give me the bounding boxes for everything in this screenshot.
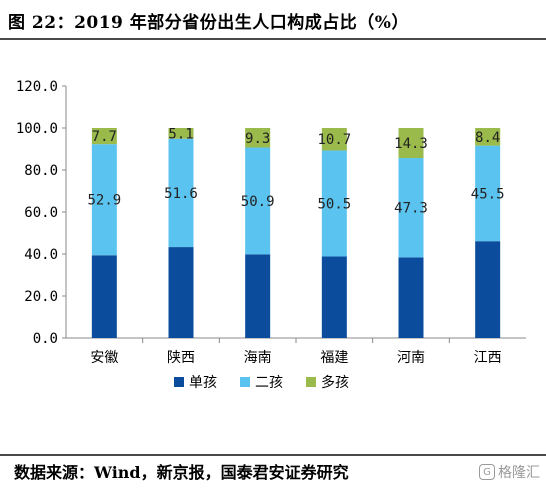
bar-segment-多孩 [91,128,117,145]
data-label: 7.7 [92,129,117,145]
x-tick-label: 福建 [320,350,348,366]
legend-label: 二孩 [255,375,283,391]
bar-segment-多孩 [321,128,347,151]
data-label: 9.3 [245,131,270,147]
bar-segment-二孩 [398,158,424,258]
bar-segment-单孩 [245,254,271,338]
bar-segment-单孩 [91,255,117,338]
data-label: 10.7 [317,132,351,148]
data-label: 50.5 [317,196,351,212]
data-label: 51.6 [164,186,198,202]
x-tick-label: 陕西 [167,350,195,366]
legend-swatch [306,377,316,387]
y-tick-label: 0.0 [33,331,58,347]
bar-segment-多孩 [245,128,271,148]
x-tick-label: 安徽 [90,350,118,366]
x-tick-label: 河南 [397,350,425,366]
legend-label: 多孩 [321,374,349,391]
data-label: 5.1 [168,126,193,142]
bar-segment-单孩 [398,257,424,338]
bar-segment-单孩 [475,241,501,338]
bar-segment-单孩 [168,247,194,338]
bar-segment-二孩 [168,138,194,248]
y-tick-label: 120.0 [16,79,58,95]
watermark: G 格隆汇 [479,462,540,482]
bar-segment-多孩 [475,128,501,146]
y-tick-label: 80.0 [24,163,58,179]
watermark-logo-icon: G [479,464,495,480]
x-tick-label: 海南 [244,350,272,366]
source-rule [0,454,546,456]
y-tick-label: 40.0 [24,247,58,263]
y-tick-label: 100.0 [16,121,58,137]
watermark-text: 格隆汇 [498,465,540,481]
data-label: 45.5 [471,186,505,202]
title-rule [0,38,546,40]
bar-segment-多孩 [168,128,194,139]
legend-label: 单孩 [189,375,217,391]
bar-segment-单孩 [321,256,347,338]
data-label: 8.4 [475,130,500,146]
data-label: 50.9 [241,194,275,210]
source-note: 数据来源：Wind，新京报，国泰君安证券研究 [14,463,349,482]
bar-segment-二孩 [91,144,117,256]
x-tick-label: 江西 [474,350,502,366]
legend-swatch [240,377,250,387]
bar-segment-二孩 [321,150,347,257]
bar-segment-二孩 [475,145,501,242]
y-tick-label: 60.0 [24,205,58,221]
data-label: 14.3 [394,136,428,152]
bar-segment-多孩 [398,128,424,159]
y-tick-label: 20.0 [24,289,58,305]
bar-segment-二孩 [245,147,271,255]
data-label: 52.9 [87,193,121,209]
figure-title: 图 22：2019 年部分省份出生人口构成占比（%） [8,13,409,33]
data-label: 47.3 [394,201,428,217]
legend-swatch [174,377,184,387]
